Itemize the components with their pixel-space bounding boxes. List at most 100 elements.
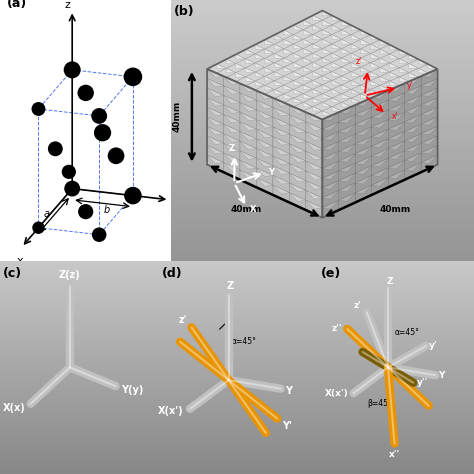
Polygon shape xyxy=(351,90,361,94)
Polygon shape xyxy=(273,108,290,125)
Polygon shape xyxy=(372,139,388,147)
Polygon shape xyxy=(240,141,256,158)
Polygon shape xyxy=(313,58,332,67)
Polygon shape xyxy=(313,53,322,58)
Polygon shape xyxy=(342,30,351,35)
Point xyxy=(95,112,103,120)
Polygon shape xyxy=(256,139,273,147)
Polygon shape xyxy=(342,49,351,54)
Polygon shape xyxy=(313,98,322,102)
Polygon shape xyxy=(313,90,322,94)
Point xyxy=(82,208,90,216)
Polygon shape xyxy=(240,132,256,149)
Polygon shape xyxy=(293,94,313,102)
Polygon shape xyxy=(255,58,274,67)
Polygon shape xyxy=(274,58,293,67)
Polygon shape xyxy=(313,63,322,67)
Text: 40mm: 40mm xyxy=(172,101,181,132)
Polygon shape xyxy=(246,45,264,54)
Polygon shape xyxy=(421,155,438,164)
Polygon shape xyxy=(303,39,313,44)
Polygon shape xyxy=(355,117,372,134)
Polygon shape xyxy=(284,63,303,72)
Polygon shape xyxy=(240,93,256,101)
Polygon shape xyxy=(388,83,405,92)
Polygon shape xyxy=(361,30,370,35)
Polygon shape xyxy=(207,136,224,153)
Polygon shape xyxy=(240,93,256,110)
Polygon shape xyxy=(284,67,293,72)
Polygon shape xyxy=(246,50,255,54)
Polygon shape xyxy=(390,81,399,86)
Polygon shape xyxy=(306,191,322,208)
Polygon shape xyxy=(372,119,388,137)
Polygon shape xyxy=(264,54,284,63)
Polygon shape xyxy=(313,44,322,49)
Polygon shape xyxy=(332,94,351,102)
Polygon shape xyxy=(293,30,313,39)
Polygon shape xyxy=(313,111,332,119)
Polygon shape xyxy=(240,83,256,100)
Polygon shape xyxy=(361,58,370,63)
Polygon shape xyxy=(361,81,380,90)
Text: (a): (a) xyxy=(7,0,27,10)
Polygon shape xyxy=(274,45,284,49)
Polygon shape xyxy=(226,55,246,64)
Polygon shape xyxy=(421,79,438,95)
Text: (c): (c) xyxy=(3,267,22,280)
Polygon shape xyxy=(303,49,313,54)
Polygon shape xyxy=(332,81,342,85)
Polygon shape xyxy=(372,139,388,156)
Polygon shape xyxy=(284,39,293,44)
Polygon shape xyxy=(332,102,351,111)
Text: Z(z): Z(z) xyxy=(59,270,81,280)
Polygon shape xyxy=(399,77,409,82)
Polygon shape xyxy=(388,161,405,169)
Polygon shape xyxy=(388,132,405,140)
Polygon shape xyxy=(240,83,256,92)
Polygon shape xyxy=(255,63,264,68)
Text: (d): (d) xyxy=(162,267,182,280)
Polygon shape xyxy=(273,156,290,164)
Polygon shape xyxy=(306,142,322,150)
Polygon shape xyxy=(256,100,273,109)
Polygon shape xyxy=(421,98,438,106)
Polygon shape xyxy=(293,76,313,85)
Polygon shape xyxy=(361,49,370,54)
Polygon shape xyxy=(355,137,372,145)
Polygon shape xyxy=(322,132,339,149)
Polygon shape xyxy=(421,69,438,86)
Polygon shape xyxy=(313,67,332,76)
Point xyxy=(129,192,137,200)
Polygon shape xyxy=(217,59,236,68)
Polygon shape xyxy=(240,103,256,111)
Polygon shape xyxy=(380,54,399,63)
Polygon shape xyxy=(342,85,351,90)
Polygon shape xyxy=(388,93,405,101)
Polygon shape xyxy=(207,117,224,134)
Polygon shape xyxy=(273,117,290,126)
Polygon shape xyxy=(290,115,306,123)
Polygon shape xyxy=(332,49,351,58)
Polygon shape xyxy=(322,112,339,129)
Polygon shape xyxy=(293,35,303,39)
Polygon shape xyxy=(290,154,306,171)
Polygon shape xyxy=(322,67,332,72)
Polygon shape xyxy=(388,151,405,168)
Polygon shape xyxy=(224,115,240,132)
Polygon shape xyxy=(342,72,361,81)
Text: z'': z'' xyxy=(332,325,343,333)
Polygon shape xyxy=(380,67,390,72)
Polygon shape xyxy=(207,117,224,125)
Polygon shape xyxy=(256,119,273,128)
Polygon shape xyxy=(240,170,256,187)
Polygon shape xyxy=(388,161,405,178)
Polygon shape xyxy=(339,154,355,171)
Text: y'': y'' xyxy=(417,378,428,387)
Polygon shape xyxy=(339,164,355,181)
Polygon shape xyxy=(273,108,290,116)
Polygon shape xyxy=(351,39,370,49)
Polygon shape xyxy=(361,45,380,54)
Polygon shape xyxy=(293,58,313,67)
Polygon shape xyxy=(370,85,390,94)
